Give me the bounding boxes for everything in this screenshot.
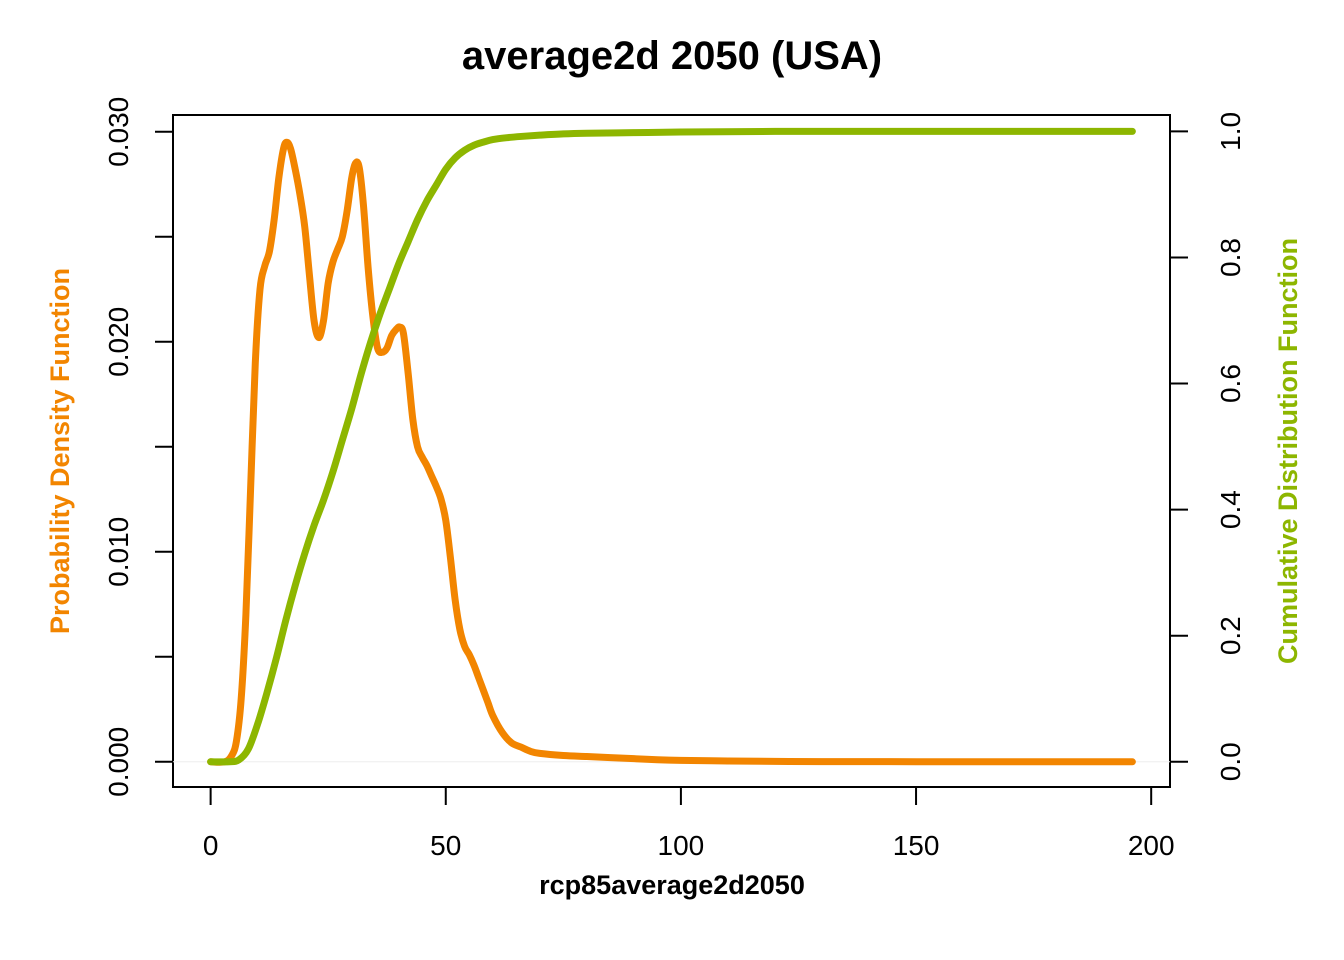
y-left-axis: 0.000 0.010 0.020 0.030 [103, 97, 174, 797]
y-right-tick-label: 0.6 [1215, 364, 1246, 403]
y-left-axis-title: Probability Density Function [45, 268, 75, 634]
y-right-tick-label: 0.0 [1215, 742, 1246, 781]
x-tick-label: 0 [203, 830, 219, 861]
y-right-tick-label: 1.0 [1215, 112, 1246, 151]
y-right-tick-label: 0.2 [1215, 616, 1246, 655]
y-left-tick-label: 0.010 [103, 517, 134, 587]
cdf-series-line [207, 127, 1136, 766]
y-left-tick-label: 0.030 [103, 97, 134, 167]
y-right-tick-label: 0.8 [1215, 238, 1246, 277]
x-tick-label: 200 [1128, 830, 1175, 861]
y-right-axis: 0.0 0.2 0.4 0.6 0.8 1.0 [1169, 112, 1246, 781]
x-tick-label: 50 [430, 830, 461, 861]
x-axis-title: rcp85average2d2050 [539, 870, 805, 900]
chart-title: average2d 2050 (USA) [462, 34, 882, 78]
x-tick-label: 100 [658, 830, 705, 861]
y-right-axis-title: Cumulative Distribution Function [1273, 238, 1303, 664]
series-layer [173, 127, 1170, 766]
pdf-series-line [207, 138, 1136, 766]
x-tick-label: 150 [893, 830, 940, 861]
x-axis: 0 50 100 150 200 [203, 786, 1175, 861]
y-left-tick-label: 0.000 [103, 727, 134, 797]
y-right-tick-label: 0.4 [1215, 490, 1246, 529]
y-left-tick-label: 0.020 [103, 307, 134, 377]
plot-frame [172, 114, 1171, 788]
